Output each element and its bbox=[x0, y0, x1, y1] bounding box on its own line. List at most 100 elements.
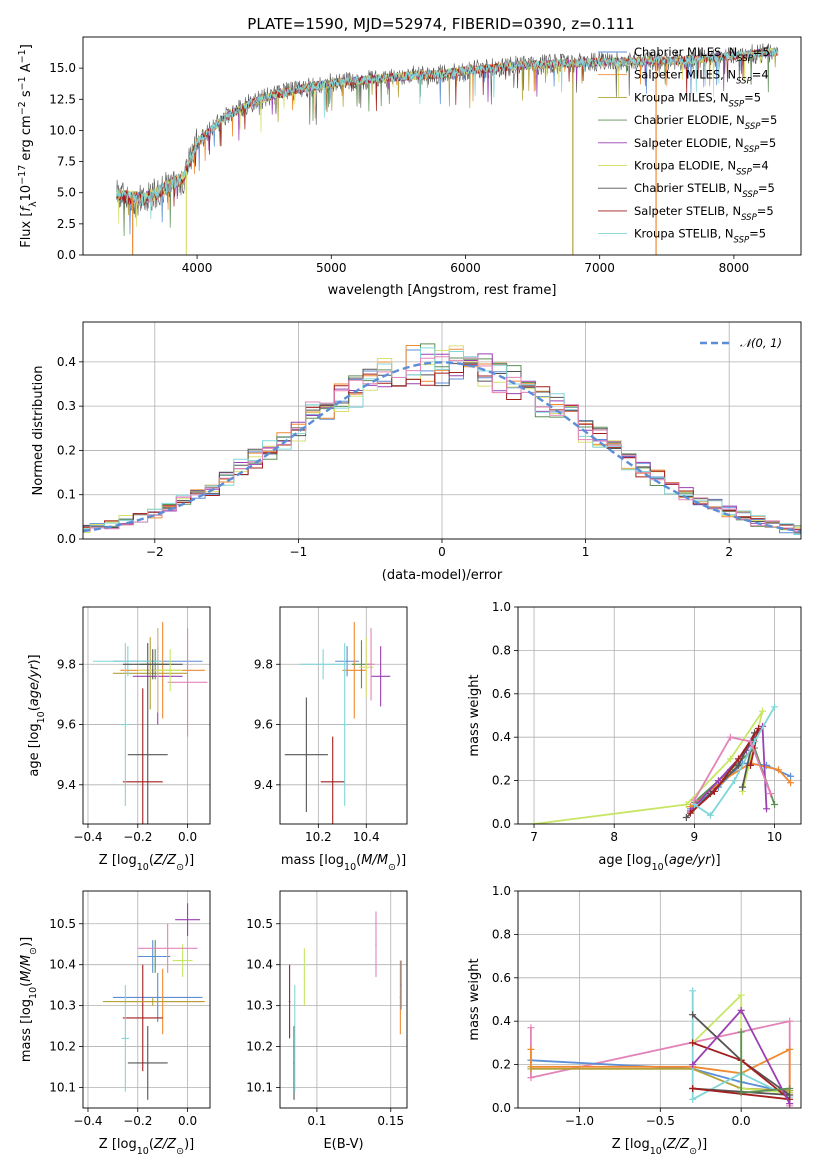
label-part: )] bbox=[27, 654, 42, 664]
y-tick-label: 0.2 bbox=[492, 774, 511, 788]
label-part: 10 bbox=[650, 1146, 662, 1157]
label-part: M/M bbox=[19, 955, 34, 982]
y-tick-label: 9.8 bbox=[254, 657, 273, 671]
axes-frame bbox=[82, 36, 802, 256]
x-tick-label: −1.0 bbox=[565, 1114, 594, 1128]
mass-weight-point bbox=[755, 725, 763, 733]
x-axis-label: Z [log10(Z/Z⊙)] bbox=[612, 1137, 707, 1157]
mass-weight-point bbox=[734, 761, 742, 769]
panel-spectrum: 4000 5000 6000 7000 8000 0.0 2.5 5.0 7.5 10.0 12.5… bbox=[17, 36, 802, 298]
legend-suffix: =4 bbox=[752, 159, 769, 173]
mass-weight-point bbox=[726, 755, 734, 763]
axes-frame bbox=[279, 890, 408, 1109]
label-part: age [log bbox=[27, 723, 42, 776]
mass-weight-line bbox=[693, 736, 772, 801]
mass-weight-line bbox=[530, 1068, 790, 1092]
panel-mass_vs_EBV: 0.1 0.15 10.1 10.2 10.3 10.4 10.5 E(B-V) bbox=[246, 890, 408, 1152]
label-part: ⊙ bbox=[689, 1146, 697, 1157]
panel-massweight_vs_Z: −1.0 −0.5 0.0 0.0 0.2 0.4 0.6 0.8 1.0 Z [log10(Z/… bbox=[467, 884, 802, 1157]
legend-sub: SSP bbox=[734, 236, 750, 246]
mass-weight-point bbox=[689, 1084, 697, 1092]
label-part: 10 bbox=[344, 862, 356, 873]
y-tick-label: 10.4 bbox=[49, 958, 76, 972]
y-tick-label: 10.1 bbox=[49, 1081, 76, 1095]
x-tick-label: 0.0 bbox=[178, 1114, 197, 1128]
label-part: erg cm bbox=[19, 115, 34, 164]
mass-weight-line bbox=[533, 710, 764, 824]
x-tick-label: 0.0 bbox=[732, 1114, 751, 1128]
y-tick-label: 1.0 bbox=[492, 884, 511, 898]
label-part: Flux [ bbox=[19, 212, 34, 248]
legend-name: Chabrier STELIB, N bbox=[634, 181, 742, 195]
mass-weight-point bbox=[737, 1089, 745, 1097]
x-tick-label: 8000 bbox=[719, 261, 750, 275]
legend-sub: SSP bbox=[736, 77, 752, 87]
label-part: 10 bbox=[137, 862, 149, 873]
x-tick-label: 0.1 bbox=[307, 1114, 326, 1128]
legend-suffix: =4 bbox=[752, 68, 769, 82]
y-tick-label: 0.6 bbox=[492, 687, 511, 701]
mass-weight-point bbox=[759, 707, 767, 715]
label-part: mass [log bbox=[281, 853, 344, 868]
figure-title: PLATE=1590, MJD=52974, FIBERID=0390, z=0… bbox=[247, 15, 634, 33]
legend-sub: SSP bbox=[736, 168, 752, 178]
x-axis-label: mass [log10(M/M⊙)] bbox=[281, 853, 406, 873]
x-tick-label: −0.4 bbox=[73, 1114, 102, 1128]
y-tick-label: 10.5 bbox=[49, 917, 76, 931]
x-tick-label: −0.5 bbox=[646, 1114, 675, 1128]
label-part: f bbox=[19, 205, 34, 212]
label-part: 10 bbox=[137, 1146, 149, 1157]
mass-weight-point bbox=[689, 1095, 697, 1103]
y-axis-label: mass weight bbox=[467, 674, 482, 756]
x-tick-label: 2 bbox=[725, 545, 733, 559]
y-tick-label: 0.4 bbox=[492, 1014, 511, 1028]
mass-weight-point bbox=[787, 779, 795, 787]
mass-weight-line bbox=[530, 1059, 790, 1094]
mass-weight-point bbox=[730, 777, 738, 785]
mass-weight-point bbox=[746, 738, 754, 746]
mass-weight-point bbox=[530, 820, 538, 824]
label-part: A bbox=[19, 63, 34, 76]
label-part: ⊙ bbox=[28, 947, 39, 955]
label-part: ⊙ bbox=[388, 862, 396, 873]
mass-weight-point bbox=[746, 761, 754, 769]
y-axis-label: Flux [fλ10−17 erg cm−2 s−1 A−1] bbox=[17, 44, 39, 248]
label-part: ( bbox=[27, 706, 42, 711]
mass-weight-point bbox=[771, 800, 779, 808]
label-part: −2 bbox=[17, 101, 28, 115]
x-tick-label: 7 bbox=[530, 830, 538, 844]
y-tick-label: 0.4 bbox=[492, 730, 511, 744]
spectrum-line-kroupa-stelib bbox=[116, 47, 779, 220]
y-axis-label: mass weight bbox=[467, 958, 482, 1040]
y-tick-label: 7.5 bbox=[57, 155, 76, 169]
y-axis-label: age [log10(age/yr)] bbox=[27, 654, 47, 776]
mass-weight-point bbox=[737, 991, 745, 999]
mass-weight-point bbox=[689, 1011, 697, 1019]
mass-weight-point bbox=[737, 1028, 745, 1036]
label-part: )] bbox=[697, 1137, 707, 1152]
label-part: Z [log bbox=[99, 853, 137, 868]
axes-frame bbox=[82, 321, 802, 540]
y-tick-label: 10.2 bbox=[246, 1040, 273, 1054]
legend-suffix: =5 bbox=[749, 227, 766, 241]
legend-entry: Kroupa STELIB, NSSP=5 bbox=[634, 227, 766, 246]
y-tick-label: 10.3 bbox=[49, 999, 76, 1013]
label-part: M/M bbox=[361, 853, 388, 868]
legend-suffix: =5 bbox=[753, 45, 770, 59]
label-part: 10 bbox=[36, 711, 47, 723]
x-axis-label: Z [log10(Z/Z⊙)] bbox=[99, 1137, 194, 1157]
label-part: Z/Z bbox=[666, 1137, 690, 1152]
x-tick-label: 6000 bbox=[450, 261, 481, 275]
x-tick-label: 0.0 bbox=[178, 830, 197, 844]
label-part: )] bbox=[710, 853, 720, 868]
legend-entry: Salpeter STELIB, NSSP=5 bbox=[634, 204, 774, 223]
mass-weight-point bbox=[775, 766, 783, 774]
panel-residuals: −2 −1 0 1 2 0.0 0.1 0.2 0.3 0.4 (data-model)/error… bbox=[31, 321, 802, 583]
label-part: ⊙ bbox=[176, 862, 184, 873]
legend-entry: Salpeter MILES, NSSP=4 bbox=[634, 68, 769, 87]
label-part: Z/Z bbox=[153, 1137, 177, 1152]
legend-suffix: =5 bbox=[759, 136, 776, 150]
x-tick-label: 7000 bbox=[584, 261, 615, 275]
